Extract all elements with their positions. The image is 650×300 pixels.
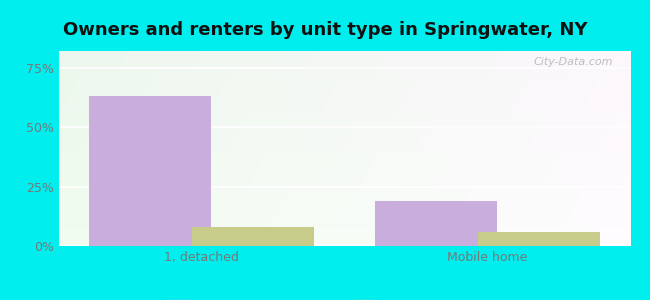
Legend: Owner occupied units, Renter occupied units: Owner occupied units, Renter occupied un… bbox=[165, 295, 524, 300]
Text: City-Data.com: City-Data.com bbox=[534, 57, 614, 67]
Bar bbox=[89, 96, 211, 246]
Bar bbox=[478, 232, 600, 246]
Bar bbox=[375, 201, 497, 246]
Text: Owners and renters by unit type in Springwater, NY: Owners and renters by unit type in Sprin… bbox=[63, 21, 587, 39]
Bar bbox=[192, 227, 314, 246]
